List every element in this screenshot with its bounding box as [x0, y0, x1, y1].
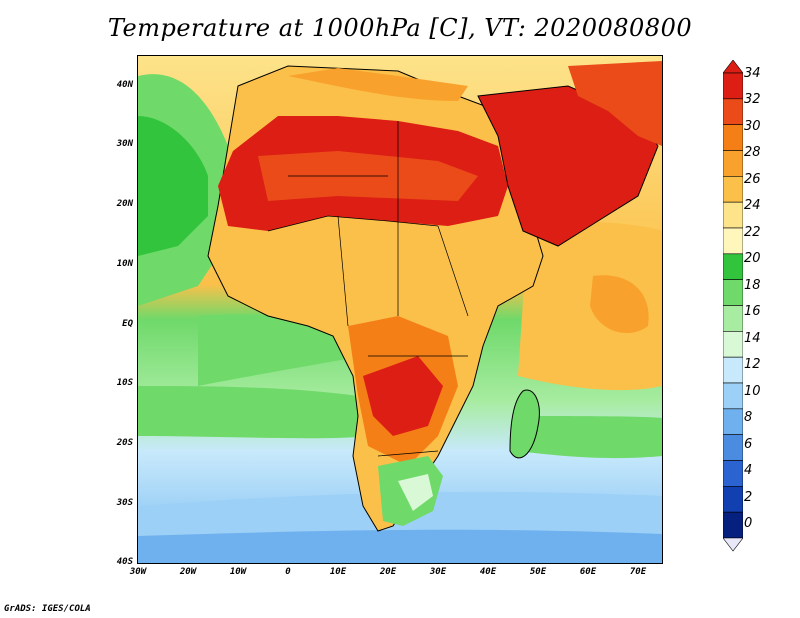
- lon-tick-30w: 30W: [129, 567, 147, 577]
- lat-tick-30s: 30S: [116, 498, 133, 508]
- south-indian-green: [518, 416, 662, 459]
- south-atlantic-band: [138, 386, 373, 439]
- guinea-cool-tongue: [198, 314, 363, 386]
- temperature-field: [138, 56, 662, 563]
- colorbar-cell: [723, 124, 743, 151]
- lon-tick-20w: 20W: [179, 567, 197, 577]
- colorbar-top-triangle: [723, 60, 743, 74]
- lat-tick-10s: 10S: [116, 378, 133, 388]
- colorbar-label-26: 26: [744, 172, 761, 187]
- arabian-sea-warm: [590, 275, 649, 334]
- lat-tick-eq: EQ: [122, 319, 133, 329]
- colorbar-cell: [723, 150, 743, 177]
- colorbar-cell: [723, 434, 743, 461]
- colorbar-cell: [723, 305, 743, 332]
- south-africa-highveld: [398, 474, 433, 511]
- lon-tick-10e: 10E: [329, 567, 347, 577]
- chart-title: Temperature at 1000hPa [C], VT: 20200808…: [107, 14, 693, 42]
- colorbar-label-30: 30: [744, 119, 761, 134]
- lon-tick-20e: 20E: [379, 567, 397, 577]
- zambia-hot-zone: [363, 356, 443, 436]
- colorbar: [723, 60, 743, 552]
- colorbar-cell: [723, 408, 743, 435]
- colorbar-cell: [723, 279, 743, 306]
- colorbar-label-10: 10: [744, 384, 761, 399]
- lon-tick-30e: 30E: [429, 567, 447, 577]
- lon-tick-60e: 60E: [579, 567, 597, 577]
- southern-ocean-cold: [138, 529, 662, 563]
- colorbar-cell: [723, 460, 743, 487]
- colorbar-cell: [723, 227, 743, 255]
- canary-current-zone: [138, 116, 208, 256]
- colorbar-label-0: 0: [744, 516, 753, 531]
- lat-tick-20n: 20N: [116, 199, 133, 209]
- colorbar-cell: [723, 72, 743, 100]
- colorbar-label-22: 22: [744, 225, 761, 240]
- colorbar-cell: [723, 201, 743, 229]
- colorbar-label-34: 34: [744, 66, 761, 81]
- lon-tick-0: 0: [285, 567, 291, 577]
- mediterranean: [288, 68, 468, 101]
- lon-tick-70e: 70E: [629, 567, 647, 577]
- lon-tick-10w: 10W: [229, 567, 247, 577]
- lat-tick-30n: 30N: [116, 139, 133, 149]
- colorbar-cell: [723, 253, 743, 280]
- country-borders: [267, 121, 469, 457]
- colorbar-label-18: 18: [744, 278, 761, 293]
- colorbar-label-6: 6: [744, 437, 753, 452]
- colorbar-label-16: 16: [744, 304, 761, 319]
- colorbar-label-2: 2: [744, 490, 753, 505]
- map-panel: [137, 55, 663, 564]
- colorbar-cell: [723, 382, 743, 410]
- lat-tick-20s: 20S: [116, 438, 133, 448]
- grads-credit: GrADS: IGES/COLA: [4, 604, 91, 614]
- colorbar-cell: [723, 356, 743, 384]
- colorbar-cell: [723, 331, 743, 358]
- colorbar-label-12: 12: [744, 357, 761, 372]
- colorbar-cell: [723, 486, 743, 513]
- colorbar-label-20: 20: [744, 251, 761, 266]
- colorbar-label-4: 4: [744, 463, 753, 478]
- colorbar-label-14: 14: [744, 331, 761, 346]
- iran-hot-zone: [568, 61, 662, 146]
- colorbar-label-32: 32: [744, 92, 761, 107]
- colorbar-bottom-triangle: [723, 537, 743, 552]
- indian-ocean-warm: [518, 221, 662, 391]
- colorbar-cell: [723, 98, 743, 125]
- lat-tick-40n: 40N: [116, 80, 133, 90]
- madagascar: [509, 389, 540, 459]
- colorbar-cells: [723, 72, 743, 539]
- lat-tick-40s: 40S: [116, 557, 133, 567]
- colorbar-cell: [723, 176, 743, 203]
- colorbar-label-8: 8: [744, 410, 753, 425]
- colorbar-label-28: 28: [744, 145, 761, 160]
- lat-tick-10n: 10N: [116, 259, 133, 269]
- lon-tick-40e: 40E: [479, 567, 497, 577]
- lon-tick-50e: 50E: [529, 567, 547, 577]
- colorbar-cell: [723, 511, 743, 539]
- colorbar-label-24: 24: [744, 198, 761, 213]
